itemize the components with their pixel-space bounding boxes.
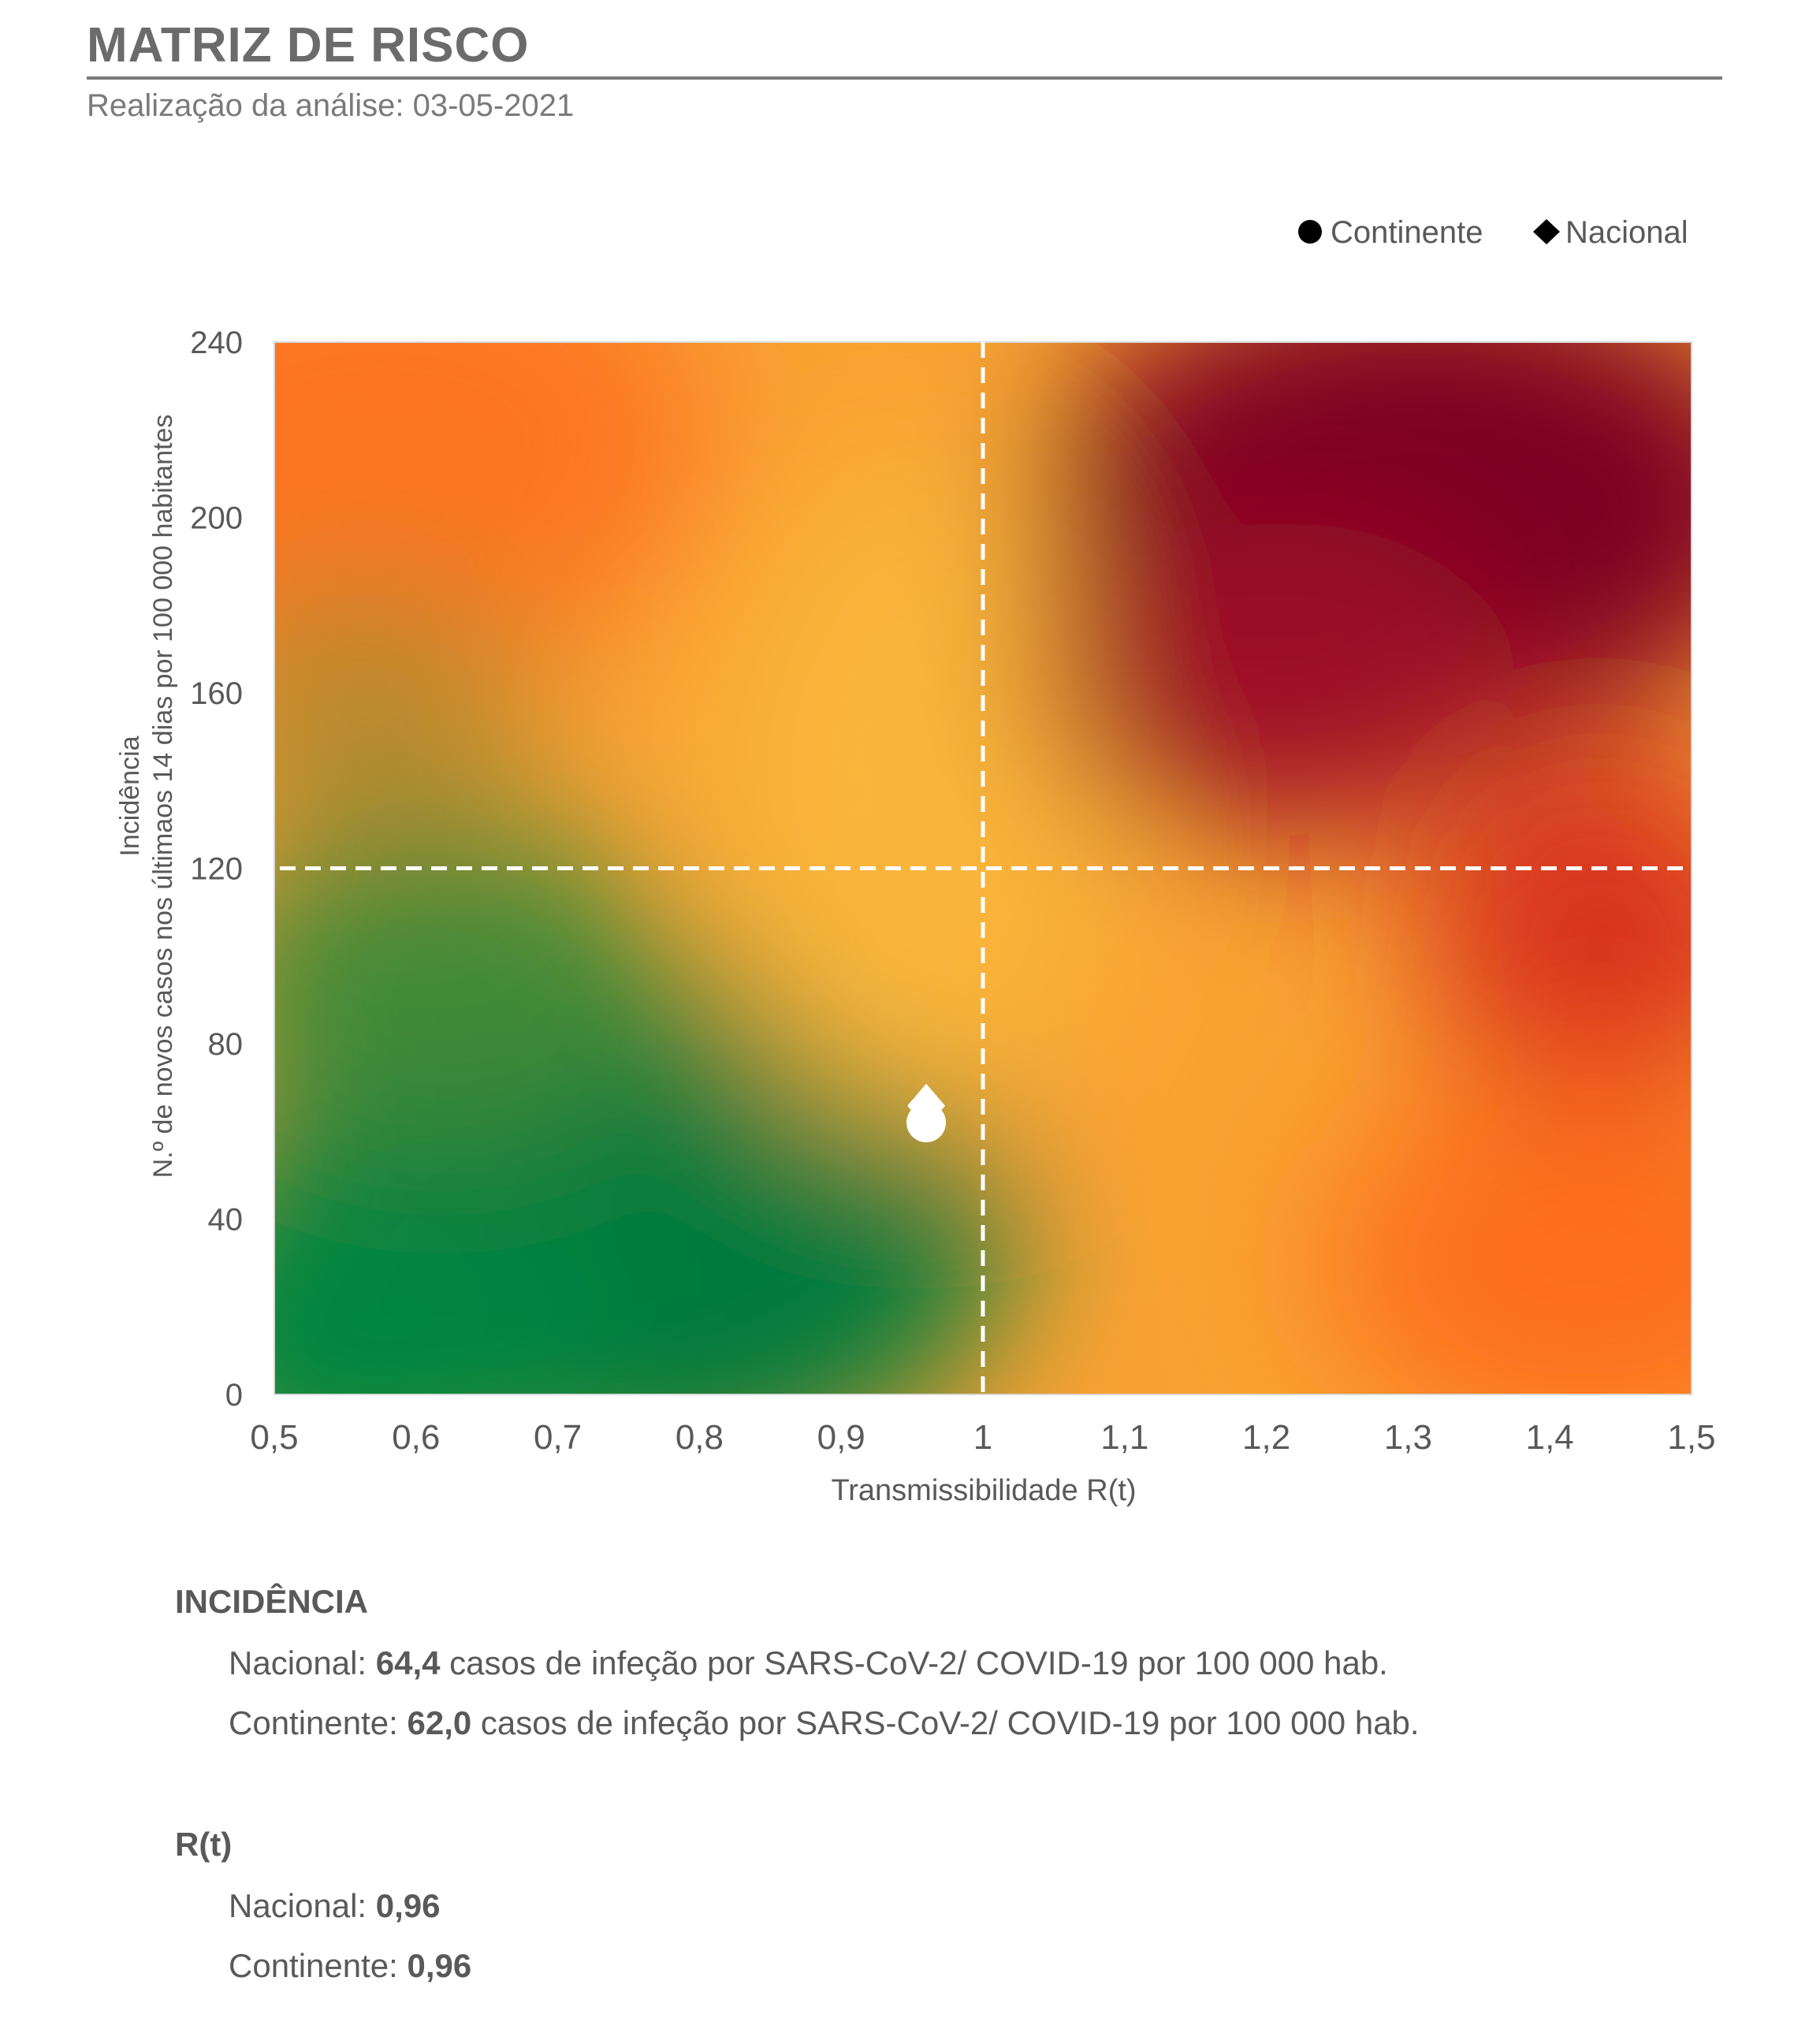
- y-tick-label: 200: [190, 501, 243, 536]
- y-tick-label: 160: [190, 676, 243, 711]
- rt-continente: Continente: 0,96: [229, 1947, 472, 1984]
- legend-circle-icon: [1298, 220, 1322, 244]
- heatmap-background: [274, 342, 1692, 1394]
- incidencia-nacional: Nacional: 64,4 casos de infeção por SARS…: [229, 1644, 1388, 1681]
- y-tick-label: 40: [208, 1203, 244, 1238]
- threshold-lines: [154, 342, 1692, 1394]
- y-tick-label: 240: [190, 326, 243, 360]
- x-tick-label: 0,9: [817, 1418, 865, 1457]
- incidencia-continente: Continente: 62,0 casos de infeção por SA…: [229, 1704, 1420, 1741]
- risk-matrix-chart: 0 40 80 120 160 200 240 0,5 0,6 0,7 0,8 0,9 1 1,1 1,2…: [115, 215, 1716, 1507]
- y-tick-label: 120: [190, 852, 243, 887]
- legend-label-continente: Continente: [1331, 215, 1483, 250]
- incidencia-heading: INCIDÊNCIA: [175, 1583, 369, 1620]
- x-tick-label: 1,5: [1667, 1418, 1715, 1457]
- y-tick-label: 0: [225, 1378, 243, 1413]
- analysis-date: Realização da análise: 03-05-2021: [87, 88, 575, 123]
- legend: Continente Nacional: [1298, 215, 1688, 250]
- x-axis-label: Transmissibilidade R(t): [831, 1474, 1136, 1507]
- point-nacional: [907, 1083, 946, 1128]
- x-tick-label: 1,3: [1384, 1418, 1432, 1457]
- rt-heading: R(t): [175, 1826, 233, 1863]
- y-tick-label: 80: [208, 1027, 244, 1062]
- page-title: MATRIZ DE RISCO: [87, 18, 530, 73]
- x-tick-label: 0,5: [250, 1418, 298, 1457]
- x-tick-label: 0,8: [676, 1418, 724, 1457]
- x-axis-ticks: 0,5 0,6 0,7 0,8 0,9 1 1,1 1,2 1,3 1,4 1,5: [250, 1418, 1715, 1457]
- data-markers: [906, 1083, 947, 1143]
- x-tick-label: 0,6: [392, 1418, 440, 1457]
- x-tick-label: 1,1: [1100, 1418, 1148, 1457]
- title-divider: [87, 76, 1722, 80]
- x-tick-label: 1: [973, 1418, 992, 1457]
- x-tick-label: 1,4: [1526, 1418, 1574, 1457]
- legend-diamond-icon: [1533, 219, 1560, 244]
- y-axis-label-line1: Incidência: [115, 735, 145, 856]
- rt-nacional: Nacional: 0,96: [229, 1887, 441, 1924]
- x-tick-label: 0,7: [534, 1418, 582, 1457]
- legend-label-nacional: Nacional: [1565, 215, 1688, 250]
- x-tick-label: 1,2: [1242, 1418, 1290, 1457]
- y-axis-ticks: 0 40 80 120 160 200 240: [190, 326, 243, 1413]
- y-axis-label-line2: N.º de novos casos nos últimaos 14 dias …: [148, 415, 178, 1178]
